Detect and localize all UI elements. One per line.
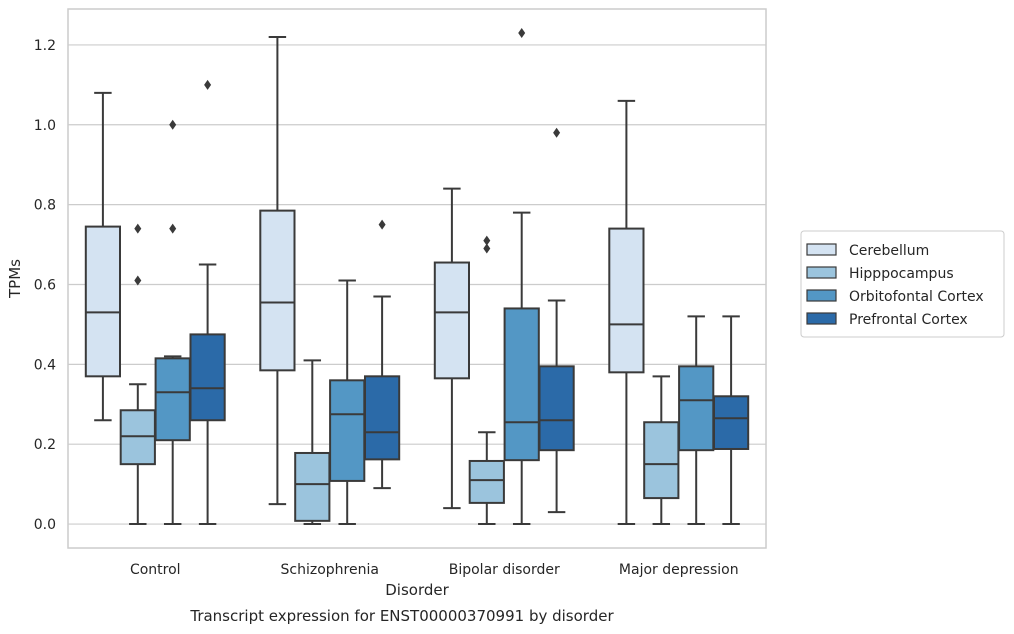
legend-frame	[800, 230, 1005, 338]
outlier-point	[204, 79, 212, 90]
x-tick-label: Bipolar disorder	[449, 562, 560, 578]
x-tick-label: Major depression	[619, 562, 739, 578]
outlier-point	[134, 275, 142, 286]
box-0-1	[119, 223, 156, 526]
y-axis-ticks: 0.0 0.2 0.4 0.6 0.8 1.0 1.2	[34, 38, 56, 533]
legend-item: Orbitofontal Cortex	[806, 289, 984, 305]
box-3-1	[643, 375, 680, 526]
box-3-2	[678, 315, 715, 526]
plot-area-frame	[67, 8, 767, 549]
legend-swatch	[806, 266, 837, 279]
legend: Cerebellum Hipppocampus Orbitofontal Corte…	[800, 230, 1005, 338]
box-iqr	[468, 459, 505, 504]
box-1-1	[294, 359, 331, 526]
y-tick-label: 0.8	[34, 198, 56, 214]
box-2-0	[433, 187, 471, 510]
box-1-2	[329, 279, 366, 526]
x-tick-label: Control	[130, 562, 181, 578]
box-iqr	[84, 225, 122, 378]
y-axis-label: TPMs	[6, 259, 24, 299]
box-iqr	[154, 357, 191, 442]
legend-item: Hipppocampus	[806, 266, 954, 282]
box-0-3	[189, 79, 226, 526]
legend-label: Hipppocampus	[849, 266, 954, 282]
box-iqr	[363, 375, 401, 461]
legend-swatch	[806, 243, 837, 256]
legend-label: Cerebellum	[849, 243, 929, 259]
box-0-0	[84, 91, 122, 422]
box-1-3	[363, 219, 401, 490]
outlier-point	[134, 223, 142, 234]
outlier-point	[169, 119, 177, 130]
legend-label: Prefrontal Cortex	[849, 312, 968, 328]
y-tick-label: 1.2	[34, 38, 56, 54]
y-tick-label: 0.6	[34, 277, 56, 293]
legend-items: Cerebellum Hipppocampus Orbitofontal Corte…	[806, 243, 984, 328]
y-tick-label: 1.0	[34, 118, 56, 134]
box-0-2	[154, 119, 191, 526]
outlier-point	[378, 219, 386, 230]
x-tick-label: Schizophrenia	[281, 562, 379, 578]
box-iqr	[259, 209, 296, 372]
box-iqr	[678, 365, 715, 452]
box-2-3	[538, 127, 575, 514]
outlier-point	[483, 235, 491, 246]
box-iqr	[189, 333, 226, 422]
y-tick-label: 0.2	[34, 437, 56, 453]
y-tick-label: 0.4	[34, 357, 56, 373]
box-2-1	[468, 235, 505, 526]
y-tick-label: 0.0	[34, 517, 56, 533]
x-axis-ticks: Control Schizophrenia Bipolar disorder Majo…	[130, 562, 739, 578]
legend-item: Prefrontal Cortex	[806, 312, 968, 328]
box-iqr	[294, 451, 331, 522]
box-iqr	[329, 379, 366, 482]
chart-caption: Transcript expression for ENST0000037099…	[189, 607, 614, 625]
box-iqr	[503, 307, 540, 462]
box-iqr	[608, 227, 645, 374]
x-axis-label: Disorder	[385, 581, 449, 599]
box-iqr	[433, 261, 471, 380]
box-3-3	[712, 315, 750, 526]
box-iqr	[712, 395, 750, 450]
outlier-point	[169, 223, 177, 234]
box-3-0	[608, 99, 645, 526]
box-iqr	[643, 421, 680, 500]
box-iqr	[538, 365, 575, 452]
legend-swatch	[806, 289, 837, 302]
outlier-point	[553, 127, 561, 138]
legend-label: Orbitofontal Cortex	[849, 289, 984, 305]
legend-swatch	[806, 312, 837, 325]
box-2-2	[503, 27, 540, 526]
box-plot-groups	[84, 27, 750, 526]
box-1-0	[259, 35, 296, 506]
outlier-point	[483, 243, 491, 254]
legend-item: Cerebellum	[806, 243, 929, 259]
outlier-point	[518, 27, 526, 38]
